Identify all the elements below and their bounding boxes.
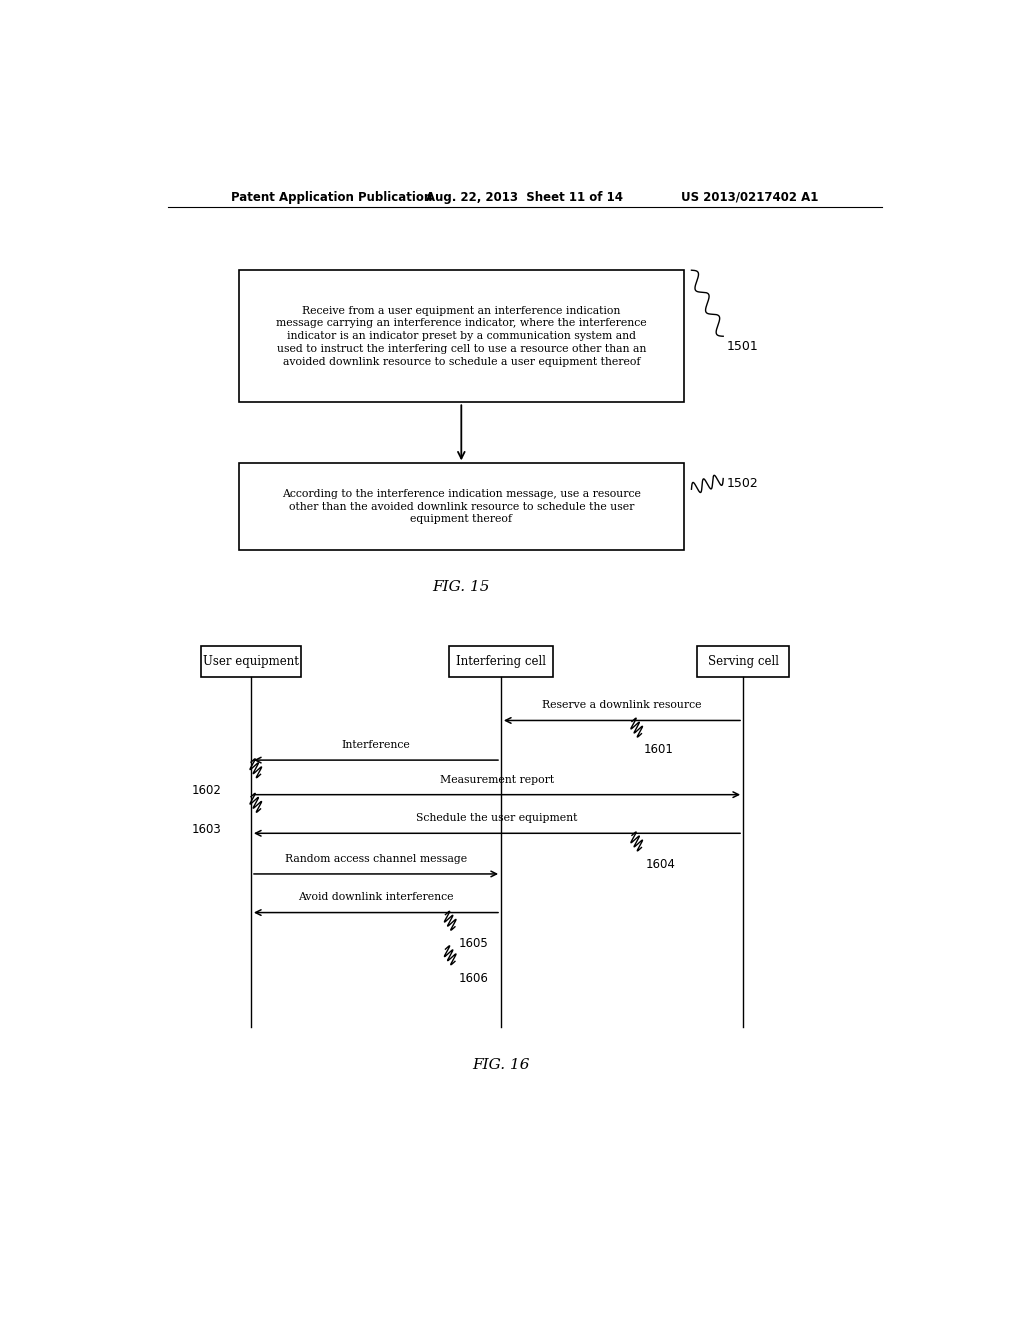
Bar xyxy=(697,647,788,677)
Text: 1606: 1606 xyxy=(459,972,488,985)
Bar xyxy=(240,271,684,403)
Text: 1501: 1501 xyxy=(727,341,759,352)
Text: 1601: 1601 xyxy=(644,743,674,756)
Text: 1603: 1603 xyxy=(191,822,221,836)
Bar xyxy=(202,647,301,677)
Text: Random access channel message: Random access channel message xyxy=(285,854,467,863)
Text: According to the interference indication message, use a resource
other than the : According to the interference indication… xyxy=(282,488,641,524)
Text: US 2013/0217402 A1: US 2013/0217402 A1 xyxy=(681,190,818,203)
Text: Measurement report: Measurement report xyxy=(440,775,554,784)
Text: Aug. 22, 2013  Sheet 11 of 14: Aug. 22, 2013 Sheet 11 of 14 xyxy=(426,190,624,203)
Text: Interfering cell: Interfering cell xyxy=(456,655,546,668)
Text: Avoid downlink interference: Avoid downlink interference xyxy=(298,892,454,903)
Text: FIG. 15: FIG. 15 xyxy=(432,581,490,594)
Text: Reserve a downlink resource: Reserve a downlink resource xyxy=(543,701,701,710)
Text: 1604: 1604 xyxy=(645,858,675,871)
Text: Patent Application Publication: Patent Application Publication xyxy=(231,190,432,203)
Text: 1502: 1502 xyxy=(727,477,759,490)
Text: Interference: Interference xyxy=(342,741,411,750)
Text: 1602: 1602 xyxy=(191,784,221,797)
Text: Schedule the user equipment: Schedule the user equipment xyxy=(417,813,578,824)
Text: User equipment: User equipment xyxy=(203,655,299,668)
Bar xyxy=(240,463,684,549)
Text: FIG. 16: FIG. 16 xyxy=(472,1059,529,1072)
Text: Receive from a user equipment an interference indication
message carrying an int: Receive from a user equipment an interfe… xyxy=(276,306,646,367)
Text: Serving cell: Serving cell xyxy=(708,655,778,668)
Bar xyxy=(450,647,553,677)
Text: 1605: 1605 xyxy=(459,937,488,949)
